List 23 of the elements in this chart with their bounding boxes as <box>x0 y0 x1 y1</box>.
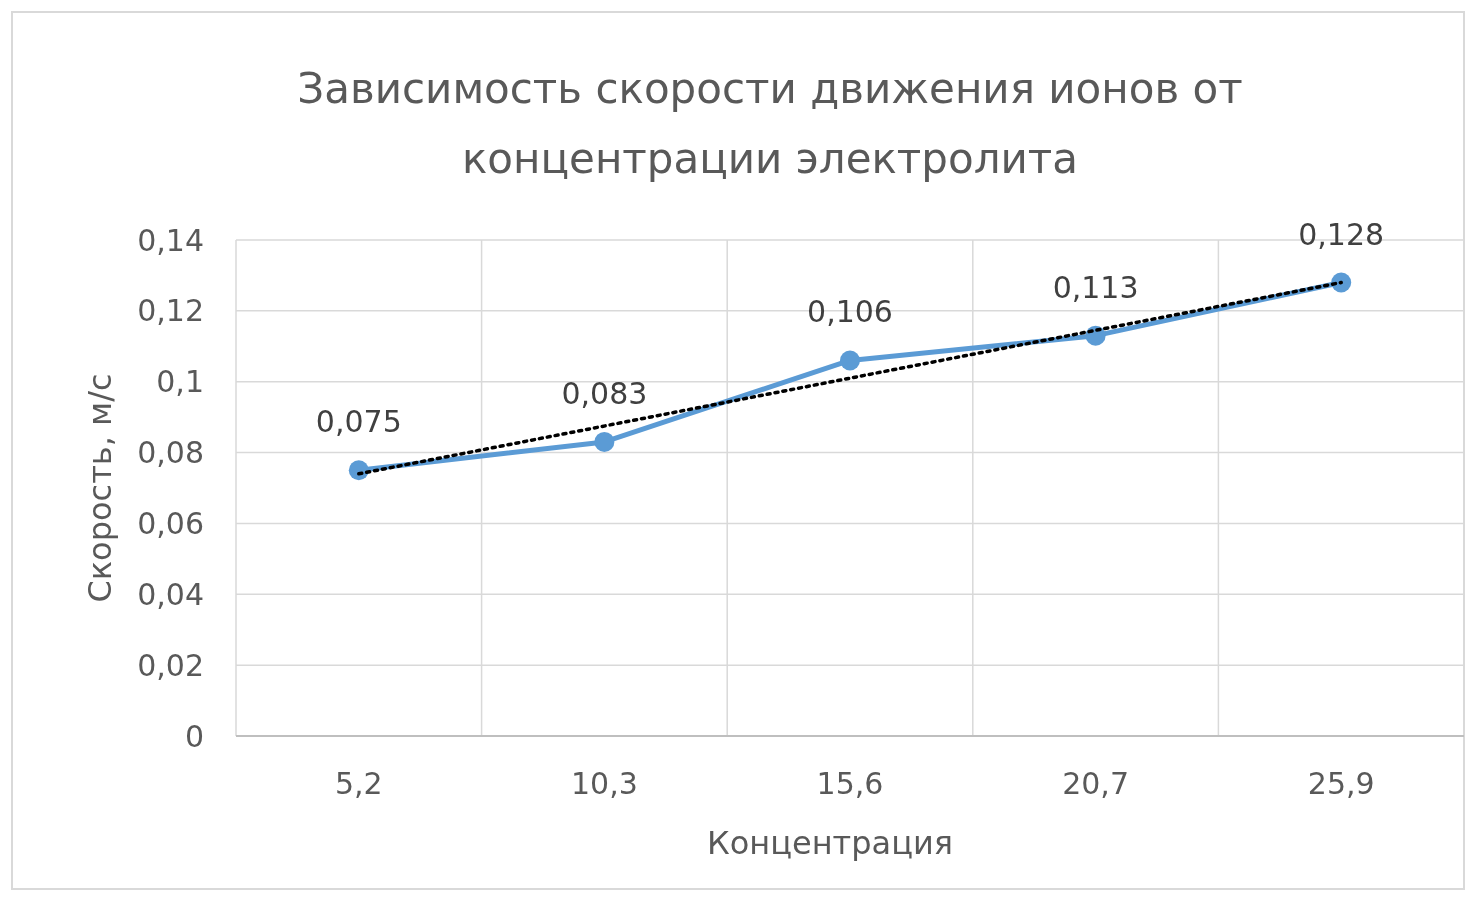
data-label: 0,106 <box>807 294 893 330</box>
y-tick-label: 0,02 <box>137 647 204 683</box>
y-tick-label: 0,14 <box>137 222 204 258</box>
chart-title: Зависимость скорости движения ионов от концентрации электролита <box>297 64 1243 183</box>
y-axis-title: Скорость, м/с <box>81 373 119 603</box>
y-tick-label: 0,04 <box>137 576 204 612</box>
x-tick-label: 20,7 <box>1062 766 1129 801</box>
data-label: 0,083 <box>561 375 648 411</box>
point <box>840 350 860 371</box>
y-tick-label: 0,08 <box>137 435 204 471</box>
x-tick-label: 25,9 <box>1307 766 1375 801</box>
y-tick-label: 0,1 <box>156 364 204 400</box>
x-axis-title: Концентрация <box>707 824 953 862</box>
x-tick-label: 5,2 <box>334 766 383 801</box>
x-tick-label: 15,6 <box>816 766 884 801</box>
y-tick-label: 0,12 <box>137 293 204 329</box>
y-tick-label: 0 <box>184 718 204 754</box>
data-label: 0,075 <box>315 404 402 440</box>
x-tick-label: 10,3 <box>571 766 638 801</box>
data-label: 0,128 <box>1298 216 1385 252</box>
y-tick-label: 0,06 <box>137 505 204 541</box>
data-label: 0,113 <box>1052 269 1139 305</box>
point <box>594 431 615 452</box>
